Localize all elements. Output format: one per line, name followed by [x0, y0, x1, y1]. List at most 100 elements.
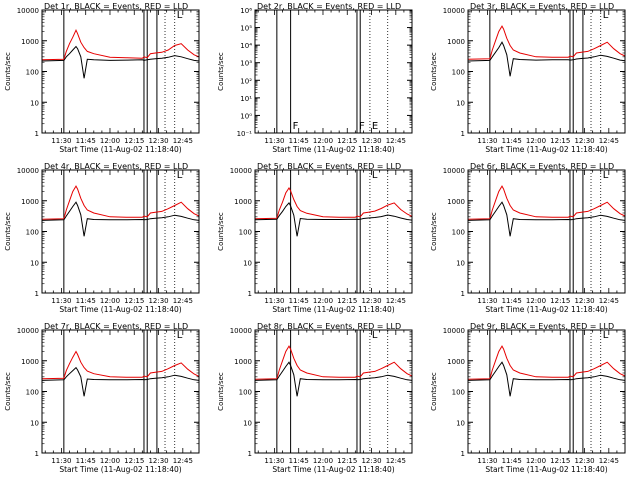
- series-line-events: [467, 41, 626, 77]
- x-tick-label: 12:45: [173, 297, 193, 305]
- panel-title: Det 1r, BLACK = Events, RED = LLD: [44, 2, 188, 11]
- y-tick-label: 1: [461, 290, 465, 298]
- y-axis-label: Counts/sec: [217, 372, 225, 411]
- y-axis-label: Counts/sec: [430, 52, 438, 91]
- y-tick-label: 10: [243, 419, 252, 427]
- x-tick-label: 11:45: [76, 137, 96, 145]
- y-tick-label: 10000: [17, 7, 39, 15]
- y-tick-label: 10: [456, 99, 465, 107]
- marker-label: L: [372, 170, 378, 181]
- y-tick-label: 1: [461, 130, 465, 138]
- y-tick-label: 1000: [21, 38, 39, 46]
- x-tick-label: 11:30: [264, 457, 284, 465]
- series-line-events: [41, 366, 200, 397]
- y-tick-label: 1: [461, 450, 465, 458]
- marker-label: L: [177, 170, 183, 181]
- x-axis-label: Start Time (11-Aug-02 11:18:40): [59, 145, 181, 154]
- x-tick-label: 12:15: [124, 457, 144, 465]
- series-line-events: [467, 201, 626, 237]
- x-tick-label: 12:30: [574, 297, 594, 305]
- x-tick-label: 12:45: [599, 137, 619, 145]
- marker-label: L: [177, 10, 183, 21]
- y-tick-label: 1: [35, 450, 39, 458]
- y-tick-label: 1: [35, 130, 39, 138]
- x-tick-label: 11:45: [502, 297, 522, 305]
- x-tick-label: 12:45: [173, 137, 193, 145]
- y-axis-label: Counts/sec: [4, 52, 12, 91]
- y-tick-label: 100: [239, 229, 252, 237]
- x-tick-label: 11:45: [502, 457, 522, 465]
- x-tick-label: 12:00: [100, 137, 120, 145]
- marker-label: L: [372, 330, 378, 341]
- x-tick-label: 11:30: [264, 137, 284, 145]
- marker-label: L: [603, 170, 609, 181]
- y-tick-label: 10³: [240, 60, 252, 68]
- y-tick-label: 1000: [21, 198, 39, 206]
- x-tick-label: 11:45: [289, 297, 309, 305]
- x-tick-label: 12:00: [100, 457, 120, 465]
- marker-label: F: [359, 121, 365, 132]
- x-tick-label: 11:30: [477, 297, 497, 305]
- series-line-lld: [41, 28, 200, 61]
- panel-title: Det 9r, BLACK = Events, RED = LLD: [470, 322, 614, 331]
- series-line-events: [41, 45, 200, 79]
- x-tick-label: 12:45: [599, 457, 619, 465]
- series-line-events: [41, 201, 200, 237]
- y-axis-label: Counts/sec: [217, 52, 225, 91]
- y-tick-label: 100: [26, 389, 39, 397]
- y-tick-label: 10000: [443, 7, 465, 15]
- x-tick-label: 12:30: [148, 457, 168, 465]
- y-tick-label: 1: [248, 290, 252, 298]
- x-axis-label: Start Time (11-Aug-02 11:18:40): [272, 145, 394, 154]
- y-tick-label: 10¹: [240, 95, 252, 103]
- x-axis-label: Start Time (11-Aug-02 11:18:40): [485, 145, 607, 154]
- series-line-events: [254, 202, 413, 237]
- y-tick-label: 10000: [17, 167, 39, 175]
- panel-title: Det 2r, BLACK = Events, RED = LLD: [257, 2, 401, 11]
- x-tick-label: 12:30: [574, 457, 594, 465]
- x-tick-label: 11:30: [51, 137, 71, 145]
- y-tick-label: 1000: [234, 198, 252, 206]
- plot-frame: [41, 9, 200, 134]
- y-axis-label: Counts/sec: [430, 212, 438, 251]
- x-axis-label: Start Time (11-Aug-02 11:18:40): [485, 465, 607, 474]
- series-line-events: [254, 361, 413, 397]
- plot-frame: [254, 169, 413, 294]
- y-tick-label: 10000: [17, 327, 39, 335]
- x-tick-label: 12:15: [124, 297, 144, 305]
- x-tick-label: 12:45: [386, 137, 406, 145]
- x-tick-label: 12:15: [550, 137, 570, 145]
- x-tick-label: 12:45: [386, 297, 406, 305]
- x-tick-label: 12:30: [361, 457, 381, 465]
- y-tick-label: 100: [26, 69, 39, 77]
- x-tick-label: 12:30: [148, 137, 168, 145]
- y-tick-label: 1000: [447, 198, 465, 206]
- x-tick-label: 12:15: [337, 457, 357, 465]
- panel-title: Det 4r, BLACK = Events, RED = LLD: [44, 162, 188, 171]
- marker-label: L: [603, 330, 609, 341]
- y-tick-label: 10: [456, 419, 465, 427]
- x-tick-label: 11:30: [477, 457, 497, 465]
- y-tick-label: 10000: [443, 327, 465, 335]
- x-axis-label: Start Time (11-Aug-02 11:18:40): [272, 465, 394, 474]
- y-tick-label: 1000: [447, 38, 465, 46]
- x-tick-label: 11:45: [76, 457, 96, 465]
- x-tick-label: 11:30: [477, 137, 497, 145]
- x-tick-label: 11:45: [289, 457, 309, 465]
- y-tick-label: 1: [35, 290, 39, 298]
- y-tick-label: 10000: [230, 327, 252, 335]
- x-tick-label: 12:00: [313, 457, 333, 465]
- x-tick-label: 12:00: [526, 297, 546, 305]
- x-tick-label: 12:30: [574, 137, 594, 145]
- plot-frame: [41, 169, 200, 294]
- x-tick-label: 12:30: [361, 297, 381, 305]
- y-tick-label: 1000: [234, 358, 252, 366]
- marker-label: L: [603, 10, 609, 21]
